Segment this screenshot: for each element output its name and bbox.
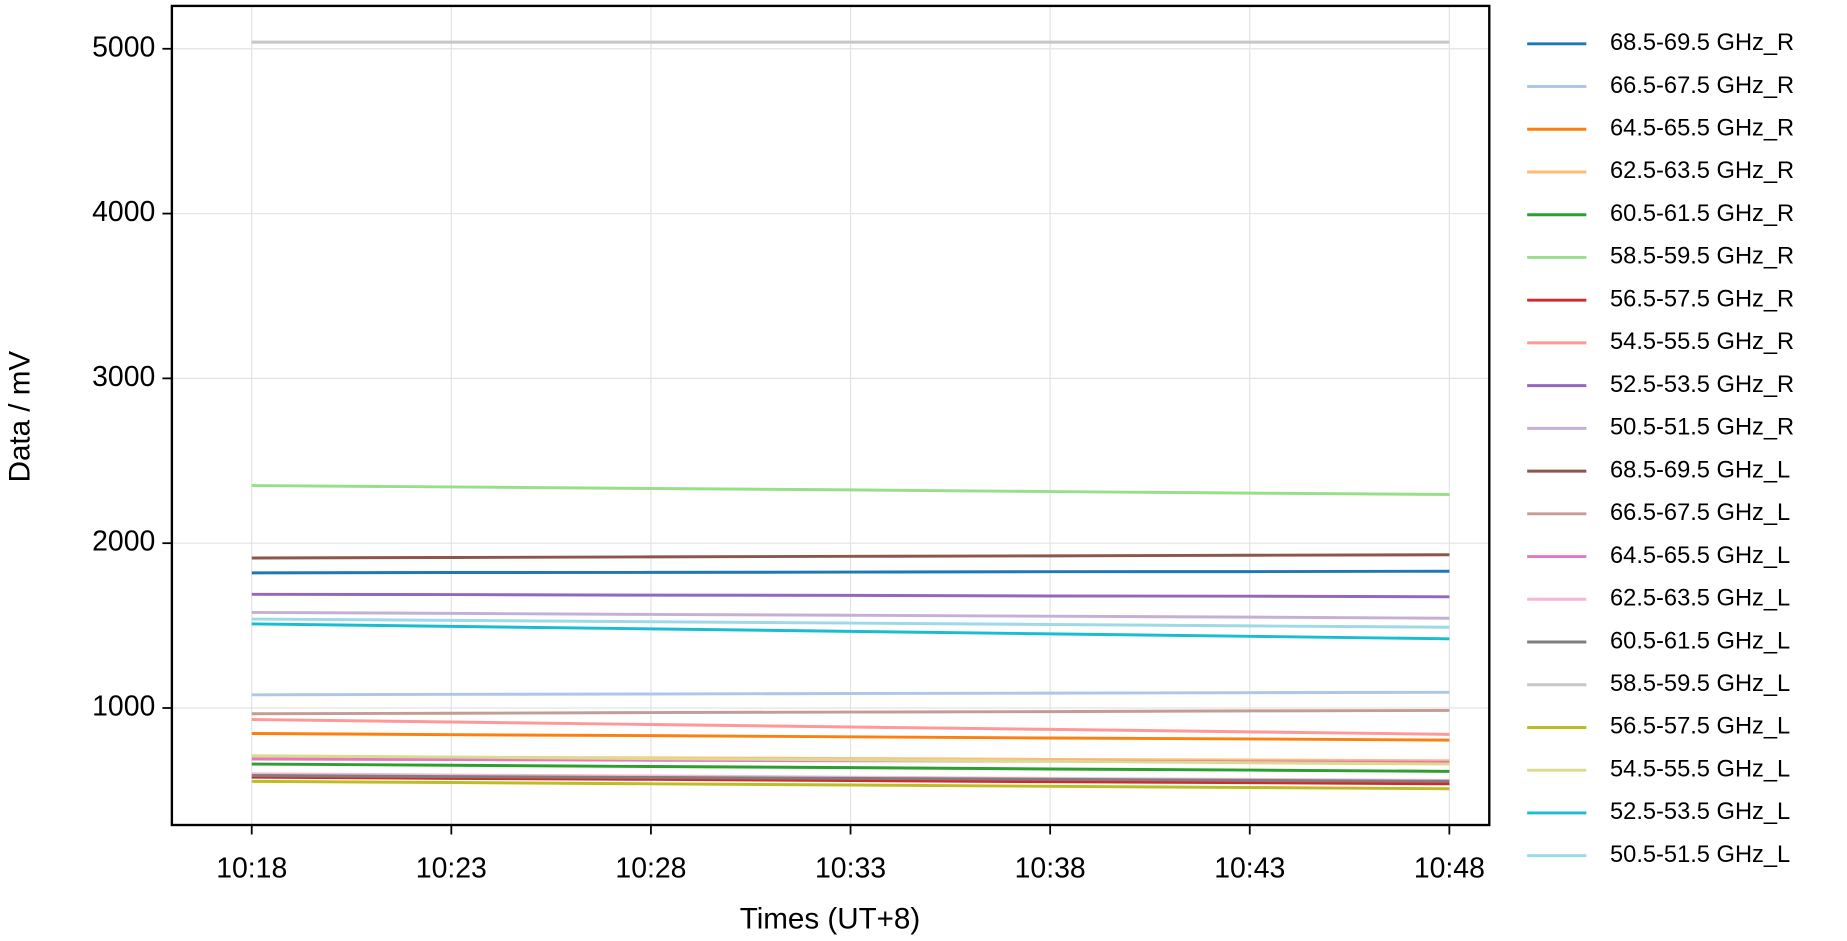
legend-label: 62.5-63.5 GHz_L xyxy=(1610,586,1790,612)
series-line xyxy=(251,762,1450,773)
plot-lines xyxy=(251,40,1450,791)
legend-label: 50.5-51.5 GHz_R xyxy=(1610,415,1794,441)
legend-label: 52.5-53.5 GHz_R xyxy=(1610,372,1794,398)
series-line xyxy=(251,690,1450,697)
series-line xyxy=(251,592,1450,599)
series-line xyxy=(251,718,1450,736)
series-line xyxy=(251,622,1450,641)
legend-label: 56.5-57.5 GHz_L xyxy=(1610,714,1790,740)
y-tick-label: 5000 xyxy=(92,31,155,63)
series-line xyxy=(251,610,1450,620)
series-line xyxy=(251,754,1450,766)
x-axis-label: Times (UT+8) xyxy=(740,903,921,936)
legend-label: 54.5-55.5 GHz_R xyxy=(1610,329,1794,355)
legend: 68.5-69.5 GHz_R 66.5-67.5 GHz_R 64.5-65.5 … xyxy=(1527,30,1794,868)
series-line xyxy=(251,732,1450,742)
legend-label: 64.5-65.5 GHz_R xyxy=(1610,116,1794,142)
series-line xyxy=(251,617,1450,629)
legend-label: 66.5-67.5 GHz_R xyxy=(1610,73,1794,99)
x-tick-label: 10:38 xyxy=(1015,852,1086,884)
legend-label: 68.5-69.5 GHz_L xyxy=(1610,457,1790,483)
plot-frame xyxy=(170,4,1491,827)
y-tick-label: 1000 xyxy=(92,690,155,722)
y-tick-label: 4000 xyxy=(92,196,155,228)
y-tick-label: 2000 xyxy=(92,526,155,558)
series-line xyxy=(251,708,1450,716)
series-line xyxy=(251,484,1450,497)
x-tick-label: 10:43 xyxy=(1214,852,1285,884)
legend-label: 56.5-57.5 GHz_R xyxy=(1610,286,1794,312)
x-tick-label: 10:23 xyxy=(416,852,487,884)
legend-label: 60.5-61.5 GHz_L xyxy=(1610,628,1790,654)
series-line xyxy=(251,553,1450,560)
legend-label: 68.5-69.5 GHz_R xyxy=(1610,30,1794,56)
legend-label: 64.5-65.5 GHz_L xyxy=(1610,543,1790,569)
y-tick-label: 3000 xyxy=(92,361,155,393)
legend-label: 50.5-51.5 GHz_L xyxy=(1610,842,1790,868)
x-tick-label: 10:28 xyxy=(615,852,686,884)
y-axis-label: Data / mV xyxy=(3,351,36,483)
grid xyxy=(171,5,1490,826)
legend-label: 60.5-61.5 GHz_R xyxy=(1610,201,1794,227)
legend-label: 62.5-63.5 GHz_R xyxy=(1610,158,1794,184)
x-tick-label: 10:48 xyxy=(1414,852,1485,884)
legend-label: 58.5-59.5 GHz_R xyxy=(1610,244,1794,270)
series-line xyxy=(251,775,1450,786)
series-line xyxy=(251,569,1450,575)
legend-label: 54.5-55.5 GHz_L xyxy=(1610,756,1790,782)
x-tick-label: 10:18 xyxy=(216,852,287,884)
series-line xyxy=(251,779,1450,791)
series-line xyxy=(251,774,1450,783)
legend-label: 66.5-67.5 GHz_L xyxy=(1610,500,1790,526)
legend-label: 58.5-59.5 GHz_L xyxy=(1610,671,1790,697)
x-tick-label: 10:33 xyxy=(815,852,886,884)
legend-label: 52.5-53.5 GHz_L xyxy=(1610,799,1790,825)
